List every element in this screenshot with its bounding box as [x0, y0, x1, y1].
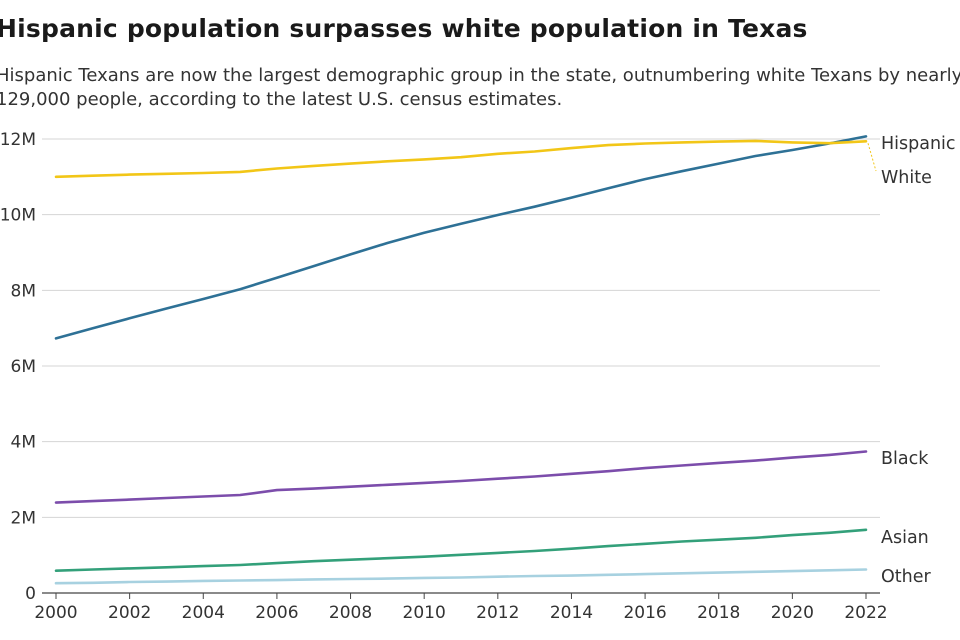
series-label-black: Black [881, 449, 929, 469]
series-line-other [54, 568, 868, 585]
series-line-asian [54, 528, 868, 573]
y-tick-label: 2M [11, 508, 36, 528]
y-tick-label: 6M [11, 357, 36, 377]
x-tick-label: 2008 [329, 603, 372, 623]
x-tick-label: 2006 [255, 603, 298, 623]
chart-title: Hispanic population surpasses white popu… [0, 14, 808, 43]
y-tick-label: 12M [0, 130, 36, 150]
x-tick-label: 2000 [34, 603, 77, 623]
series-line-white [54, 139, 868, 179]
series-labels: Hispanic White Black Asian Other [867, 134, 956, 587]
y-tick-label: 4M [11, 433, 36, 453]
x-tick-label: 2012 [476, 603, 519, 623]
series-label-asian: Asian [881, 528, 929, 548]
x-tick-label: 2014 [550, 603, 593, 623]
y-tick-label: 0 [25, 584, 36, 604]
series-label-hispanic: Hispanic [881, 134, 956, 154]
series-line-hispanic [54, 135, 868, 340]
x-tick-label: 2002 [108, 603, 151, 623]
x-tick-label: 2016 [623, 603, 666, 623]
y-tick-label: 10M [0, 206, 36, 226]
label-leader-white [867, 143, 877, 172]
x-tick-label: 2010 [403, 603, 446, 623]
y-axis-ticks: 0 2M 4M 6M 8M 10M 12M [0, 130, 36, 604]
gridlines [42, 138, 880, 594]
x-tick-label: 2018 [697, 603, 740, 623]
y-tick-label: 8M [11, 281, 36, 301]
x-tick-label: 2020 [771, 603, 814, 623]
series-label-other: Other [881, 567, 931, 587]
x-tick-label: 2004 [182, 603, 225, 623]
chart-subtitle: Hispanic Texans are now the largest demo… [0, 65, 960, 110]
series-line-black [54, 450, 868, 504]
series-label-white: White [881, 168, 932, 188]
x-tick-label: 2022 [844, 603, 887, 623]
series-lines [54, 135, 868, 585]
x-axis-ticks: 2000 2002 2004 2006 2008 2010 2012 2014 2016 2018… [34, 593, 888, 623]
